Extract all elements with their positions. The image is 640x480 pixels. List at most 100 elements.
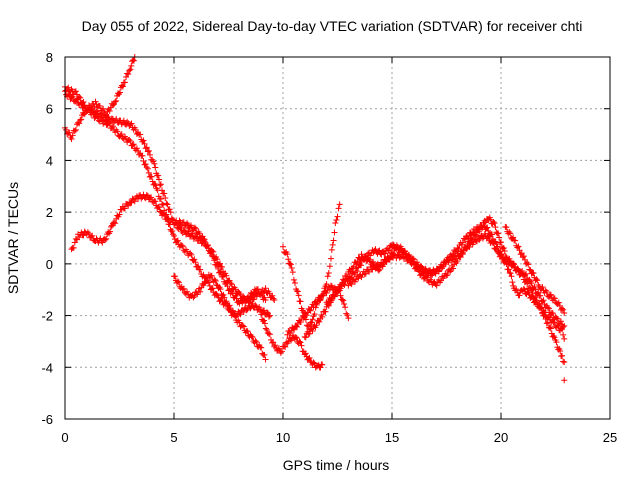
data-point-plus [326, 263, 333, 270]
data-point-plus [525, 261, 532, 268]
data-point-plus [516, 292, 523, 299]
data-point-plus [495, 230, 502, 237]
data-point-plus [454, 245, 461, 252]
data-point-plus [131, 198, 138, 205]
series-track-7 [258, 311, 326, 371]
data-point-plus [355, 275, 362, 282]
data-point-plus [445, 259, 452, 266]
data-point-plus [261, 351, 268, 358]
data-point-plus [503, 256, 510, 263]
data-point-plus [157, 195, 164, 202]
data-point-plus [328, 246, 335, 253]
data-point-plus [226, 277, 233, 284]
data-point-plus [121, 79, 128, 86]
data-point-plus [188, 230, 195, 237]
data-point-plus [471, 229, 478, 236]
data-point-plus [347, 268, 354, 275]
data-point-plus [313, 322, 320, 329]
data-point-plus [72, 88, 79, 95]
data-point-plus [406, 255, 413, 262]
data-point-plus [250, 296, 257, 303]
data-point-plus [147, 151, 154, 158]
data-point-plus [126, 136, 133, 143]
data-point-plus [435, 267, 442, 274]
data-point-plus [71, 127, 78, 134]
data-point-plus [285, 256, 292, 263]
data-point-plus [226, 302, 233, 309]
data-point-plus [174, 237, 181, 244]
data-point-plus [151, 180, 158, 187]
data-point-plus [561, 359, 568, 366]
data-point-plus [289, 269, 296, 276]
data-point-plus [76, 93, 83, 100]
data-point-plus [432, 270, 439, 277]
data-point-plus [331, 293, 338, 300]
data-point-plus [506, 229, 513, 236]
data-point-plus [303, 312, 310, 319]
data-point-plus [269, 339, 276, 346]
y-tick-label: -6 [41, 412, 53, 427]
data-point-plus [108, 223, 115, 230]
data-point-plus [209, 285, 216, 292]
data-point-plus [191, 224, 198, 231]
y-tick-label: 8 [46, 50, 53, 65]
data-point-plus [163, 200, 170, 207]
data-point-plus [285, 338, 292, 345]
data-point-plus [169, 228, 176, 235]
series-track-1 [62, 88, 269, 363]
data-point-plus [263, 326, 270, 333]
data-point-plus [151, 160, 158, 167]
data-point-plus [484, 224, 491, 231]
data-point-plus [106, 107, 113, 114]
data-point-plus [490, 240, 497, 247]
data-point-plus [141, 140, 148, 147]
data-point-plus [498, 239, 504, 246]
data-point-plus [547, 325, 554, 332]
data-point-plus [310, 359, 317, 366]
data-point-plus [209, 252, 216, 259]
data-point-plus [254, 286, 261, 293]
data-point-plus [505, 266, 512, 273]
data-point-plus [282, 343, 289, 350]
data-point-plus [337, 292, 344, 299]
data-point-plus [142, 161, 149, 168]
data-point-plus [249, 292, 256, 299]
data-point-plus [103, 235, 110, 242]
data-point-plus [549, 310, 556, 317]
data-point-plus [211, 276, 218, 283]
x-tick-label: 10 [276, 430, 290, 445]
data-point-plus [334, 213, 341, 220]
data-point-plus [102, 236, 109, 243]
data-point-plus [293, 334, 300, 341]
y-tick-label: 4 [46, 153, 53, 168]
data-point-plus [543, 289, 550, 296]
data-point-plus [275, 345, 282, 352]
data-point-plus [557, 318, 564, 325]
data-point-plus [143, 164, 150, 171]
data-point-plus [197, 266, 204, 273]
data-point-plus [362, 253, 369, 260]
data-point-plus [112, 98, 119, 105]
data-point-plus [418, 264, 425, 271]
data-point-plus [130, 57, 137, 64]
data-point-plus [225, 287, 232, 294]
data-point-plus [328, 283, 335, 290]
data-point-plus [233, 295, 240, 302]
data-point-plus [333, 217, 340, 224]
data-point-plus [521, 256, 528, 263]
data-point-plus [334, 289, 341, 296]
data-point-plus [79, 99, 86, 106]
data-point-plus [196, 230, 203, 237]
data-point-plus [81, 103, 88, 110]
data-point-plus [456, 252, 463, 259]
data-point-plus [507, 258, 514, 265]
data-point-plus [222, 299, 229, 306]
data-point-plus [515, 243, 522, 250]
data-point-plus [159, 187, 166, 194]
data-point-plus [249, 334, 256, 341]
data-point-plus [507, 230, 514, 237]
data-point-plus [307, 307, 314, 314]
data-point-plus [510, 261, 517, 268]
data-point-plus [450, 265, 457, 272]
data-point-plus [114, 128, 121, 135]
